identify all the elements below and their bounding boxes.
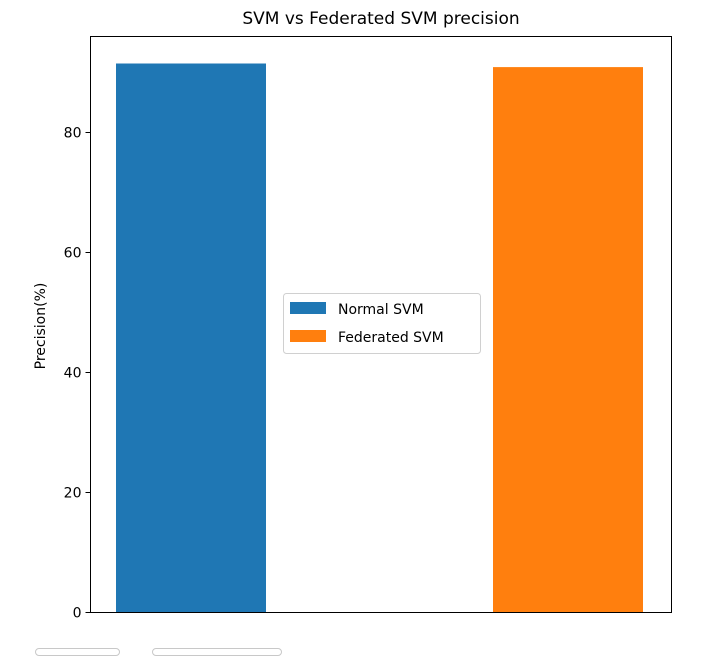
legend-label: Normal SVM: [338, 302, 424, 318]
toolbar-button-stub-1[interactable]: [35, 648, 120, 656]
legend-swatch: [290, 330, 326, 342]
y-tick-label: 0: [73, 606, 82, 622]
bar-normal-svm: [116, 63, 266, 613]
y-axis-label: Precision(%): [33, 283, 49, 370]
chart-title: SVM vs Federated SVM precision: [242, 9, 519, 29]
y-tick-label: 80: [64, 126, 82, 142]
legend-box: [283, 293, 481, 354]
legend-swatch: [290, 302, 326, 314]
y-tick-label: 20: [64, 486, 82, 502]
legend: Normal SVM Federated SVM: [283, 293, 481, 354]
plot-frame: [90, 36, 672, 613]
toolbar-button-stub-2[interactable]: [152, 648, 282, 656]
bar-federated-svm: [493, 67, 643, 613]
y-tick-label: 60: [64, 246, 82, 262]
legend-label: Federated SVM: [338, 330, 444, 346]
y-tick-label: 40: [64, 366, 82, 382]
